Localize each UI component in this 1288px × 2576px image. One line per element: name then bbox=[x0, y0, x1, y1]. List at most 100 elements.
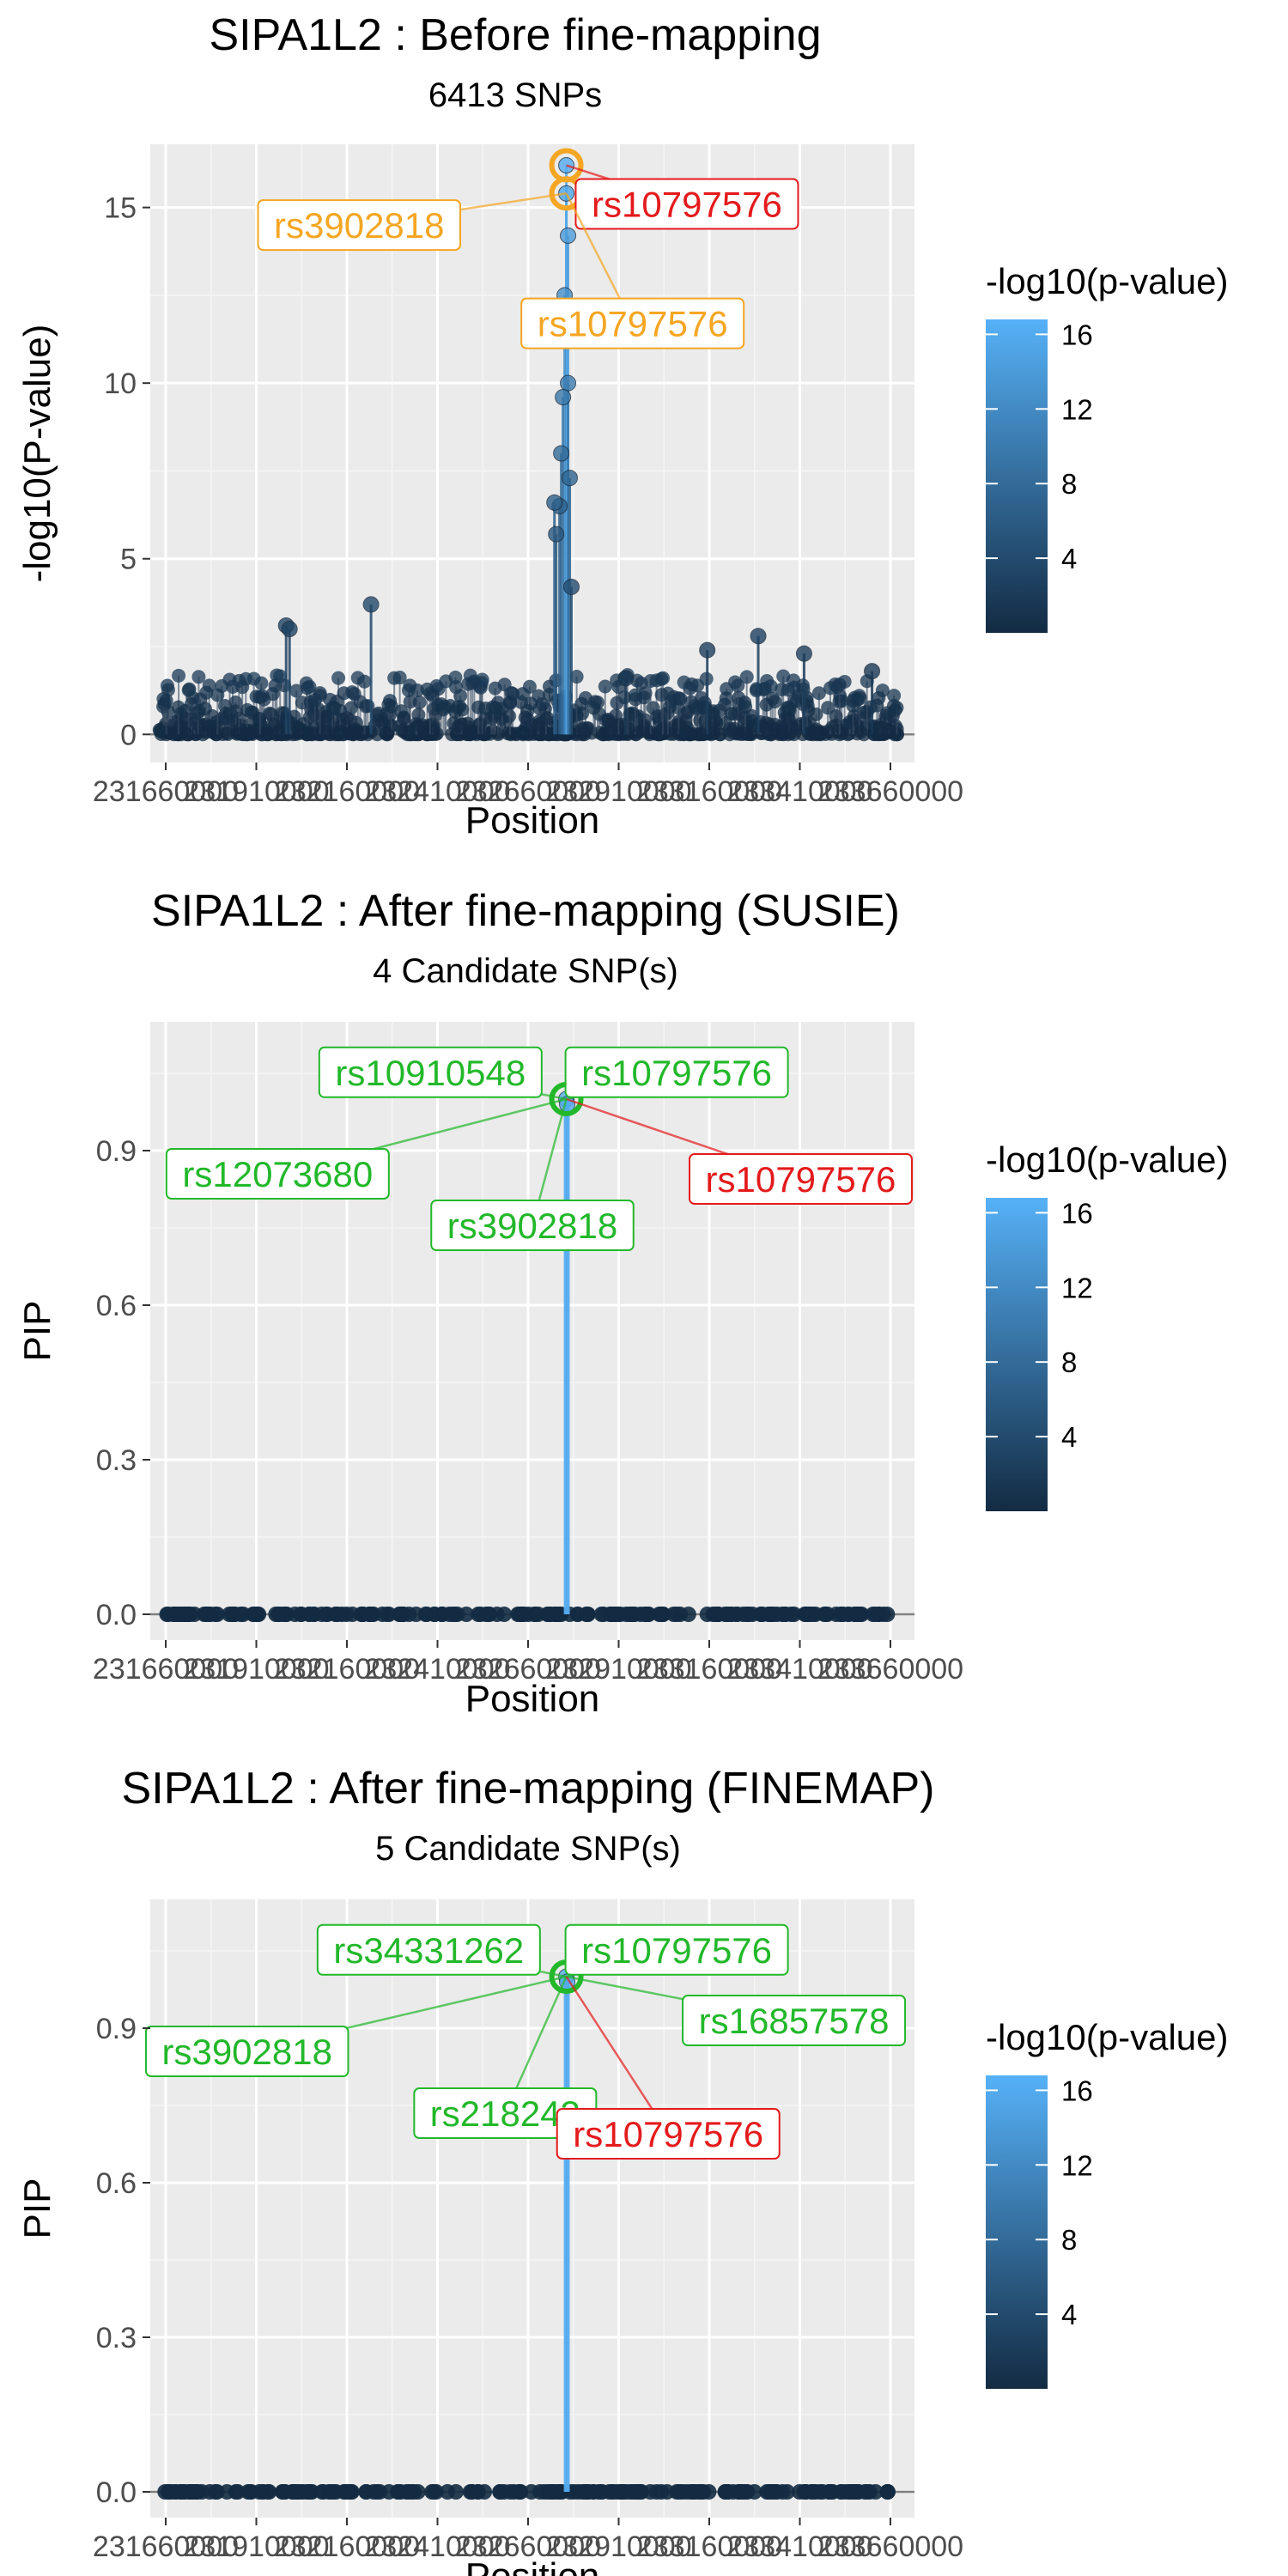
noise-point bbox=[732, 726, 746, 741]
noise-point bbox=[733, 2484, 750, 2500]
x-tick-label: 233160000 bbox=[636, 2530, 782, 2563]
label-box bbox=[318, 1046, 543, 1098]
y-tick-label: 0.3 bbox=[96, 2322, 137, 2354]
noise-point bbox=[574, 722, 589, 737]
noise-point bbox=[520, 712, 535, 726]
x-tick-label: 233660000 bbox=[817, 775, 963, 808]
legend-ticks: 16 12 8 4 bbox=[986, 319, 1093, 574]
snp-label: rs3902818 bbox=[161, 2032, 332, 2072]
noise-point bbox=[313, 686, 327, 701]
snp-point bbox=[560, 374, 577, 392]
label-box bbox=[688, 1153, 913, 1205]
x-axis-title: Position bbox=[465, 2555, 600, 2576]
noise-point bbox=[728, 675, 743, 690]
legend-tick-label: 8 bbox=[1061, 468, 1077, 500]
noise-point bbox=[832, 677, 847, 692]
noise-point bbox=[523, 2484, 539, 2500]
label-box bbox=[682, 1995, 907, 2046]
label-box bbox=[564, 1923, 789, 1976]
noise-point bbox=[243, 2484, 259, 2500]
chart-title: SIPA1L2 : After fine-mapping (SUSIE) bbox=[151, 886, 900, 936]
noise-point bbox=[612, 2484, 629, 2500]
snp-point bbox=[562, 578, 580, 595]
noise-point bbox=[319, 1607, 336, 1622]
noise-point bbox=[680, 705, 695, 720]
y-ticks: 0 5 10 15 bbox=[104, 192, 150, 751]
noise-point bbox=[515, 687, 530, 702]
x-ticks: 2316600002319100002321600002324100002326… bbox=[93, 762, 963, 808]
x-tick-label: 231910000 bbox=[183, 2530, 329, 2563]
noise-point bbox=[395, 723, 410, 738]
noise-point bbox=[396, 1607, 412, 1622]
noise-point bbox=[181, 683, 196, 697]
snp-label: rs10797576 bbox=[538, 304, 728, 344]
noise-point bbox=[307, 708, 321, 722]
noise-point bbox=[846, 698, 860, 713]
noise-point bbox=[643, 674, 658, 689]
legend-tick-label: 8 bbox=[1061, 1346, 1077, 1378]
x-tick-label: 232660000 bbox=[455, 1653, 601, 1686]
snp-label: rs10910548 bbox=[335, 1053, 526, 1093]
snp-point bbox=[795, 645, 812, 662]
noise-point bbox=[448, 2484, 465, 2500]
noise-band bbox=[159, 1607, 896, 1622]
noise-point bbox=[841, 1607, 857, 1622]
snp-label: rs10797576 bbox=[592, 185, 782, 225]
noise-point bbox=[171, 700, 185, 714]
noise-point bbox=[277, 1607, 294, 1622]
noise-point bbox=[684, 677, 699, 691]
noise-point bbox=[423, 686, 438, 701]
noise-point bbox=[513, 2484, 529, 2500]
noise-point bbox=[543, 688, 557, 702]
noise-point bbox=[319, 709, 333, 724]
noise-point bbox=[391, 2484, 407, 2500]
legend-tick-label: 4 bbox=[1061, 1421, 1077, 1453]
x-tick-label: 232910000 bbox=[545, 775, 691, 808]
x-tick-label: 232160000 bbox=[274, 1653, 420, 1686]
noise-point bbox=[461, 677, 476, 691]
noise-point bbox=[380, 726, 394, 741]
x-tick-label: 232410000 bbox=[364, 1653, 510, 1686]
snp-point bbox=[548, 526, 565, 543]
snp-point bbox=[553, 445, 570, 462]
x-tick-label: 233660000 bbox=[817, 1653, 963, 1686]
noise-point bbox=[232, 673, 246, 688]
noise-point bbox=[397, 711, 411, 726]
noise-point bbox=[159, 693, 173, 708]
noise-point bbox=[379, 1607, 395, 1622]
y-tick-label: 0.0 bbox=[96, 1599, 137, 1631]
x-tick-label: 232660000 bbox=[455, 2530, 601, 2563]
snp-point bbox=[617, 670, 635, 687]
x-tick-label: 232660000 bbox=[455, 775, 601, 808]
x-tick-label: 233660000 bbox=[817, 2530, 963, 2563]
noise-point bbox=[172, 668, 186, 683]
noise-point bbox=[191, 706, 205, 720]
noise-point bbox=[738, 700, 753, 714]
noise-point bbox=[334, 725, 349, 739]
noise-point bbox=[273, 669, 288, 683]
snp-point bbox=[362, 596, 380, 613]
y-tick-label: 0.6 bbox=[96, 1290, 137, 1322]
noise-point bbox=[763, 1607, 780, 1622]
label-box bbox=[556, 2108, 781, 2160]
x-axis-title: Position bbox=[465, 1678, 600, 1720]
noise-point bbox=[300, 681, 314, 696]
legend-ticks: 16 12 8 4 bbox=[986, 2075, 1093, 2330]
noise-point bbox=[809, 707, 823, 721]
color-legend: -log10(p-value) 16 12 8 4 bbox=[986, 261, 1228, 633]
noise-point bbox=[586, 701, 601, 715]
panel-after-fine-mapping-finemap: SIPA1L2 : After fine-mapping (FINEMAP) 5… bbox=[16, 1764, 1228, 2576]
snp-labels: rs10910548 rs10797576 rs12073680 rs10797576… bbox=[165, 1046, 913, 1251]
panel-before-fine-mapping: SIPA1L2 : Before fine-mapping 6413 SNPs … bbox=[16, 10, 1228, 841]
snp-label: rs10797576 bbox=[581, 1930, 772, 1971]
noise-point bbox=[759, 722, 774, 737]
noise-point bbox=[486, 700, 501, 714]
noise-point bbox=[659, 2484, 675, 2500]
noise-point bbox=[623, 1607, 640, 1622]
legend-tick-label: 4 bbox=[1061, 543, 1077, 574]
noise-point bbox=[872, 690, 886, 705]
noise-point bbox=[881, 722, 896, 737]
noise-point bbox=[254, 676, 269, 690]
noise-point bbox=[680, 1607, 696, 1622]
